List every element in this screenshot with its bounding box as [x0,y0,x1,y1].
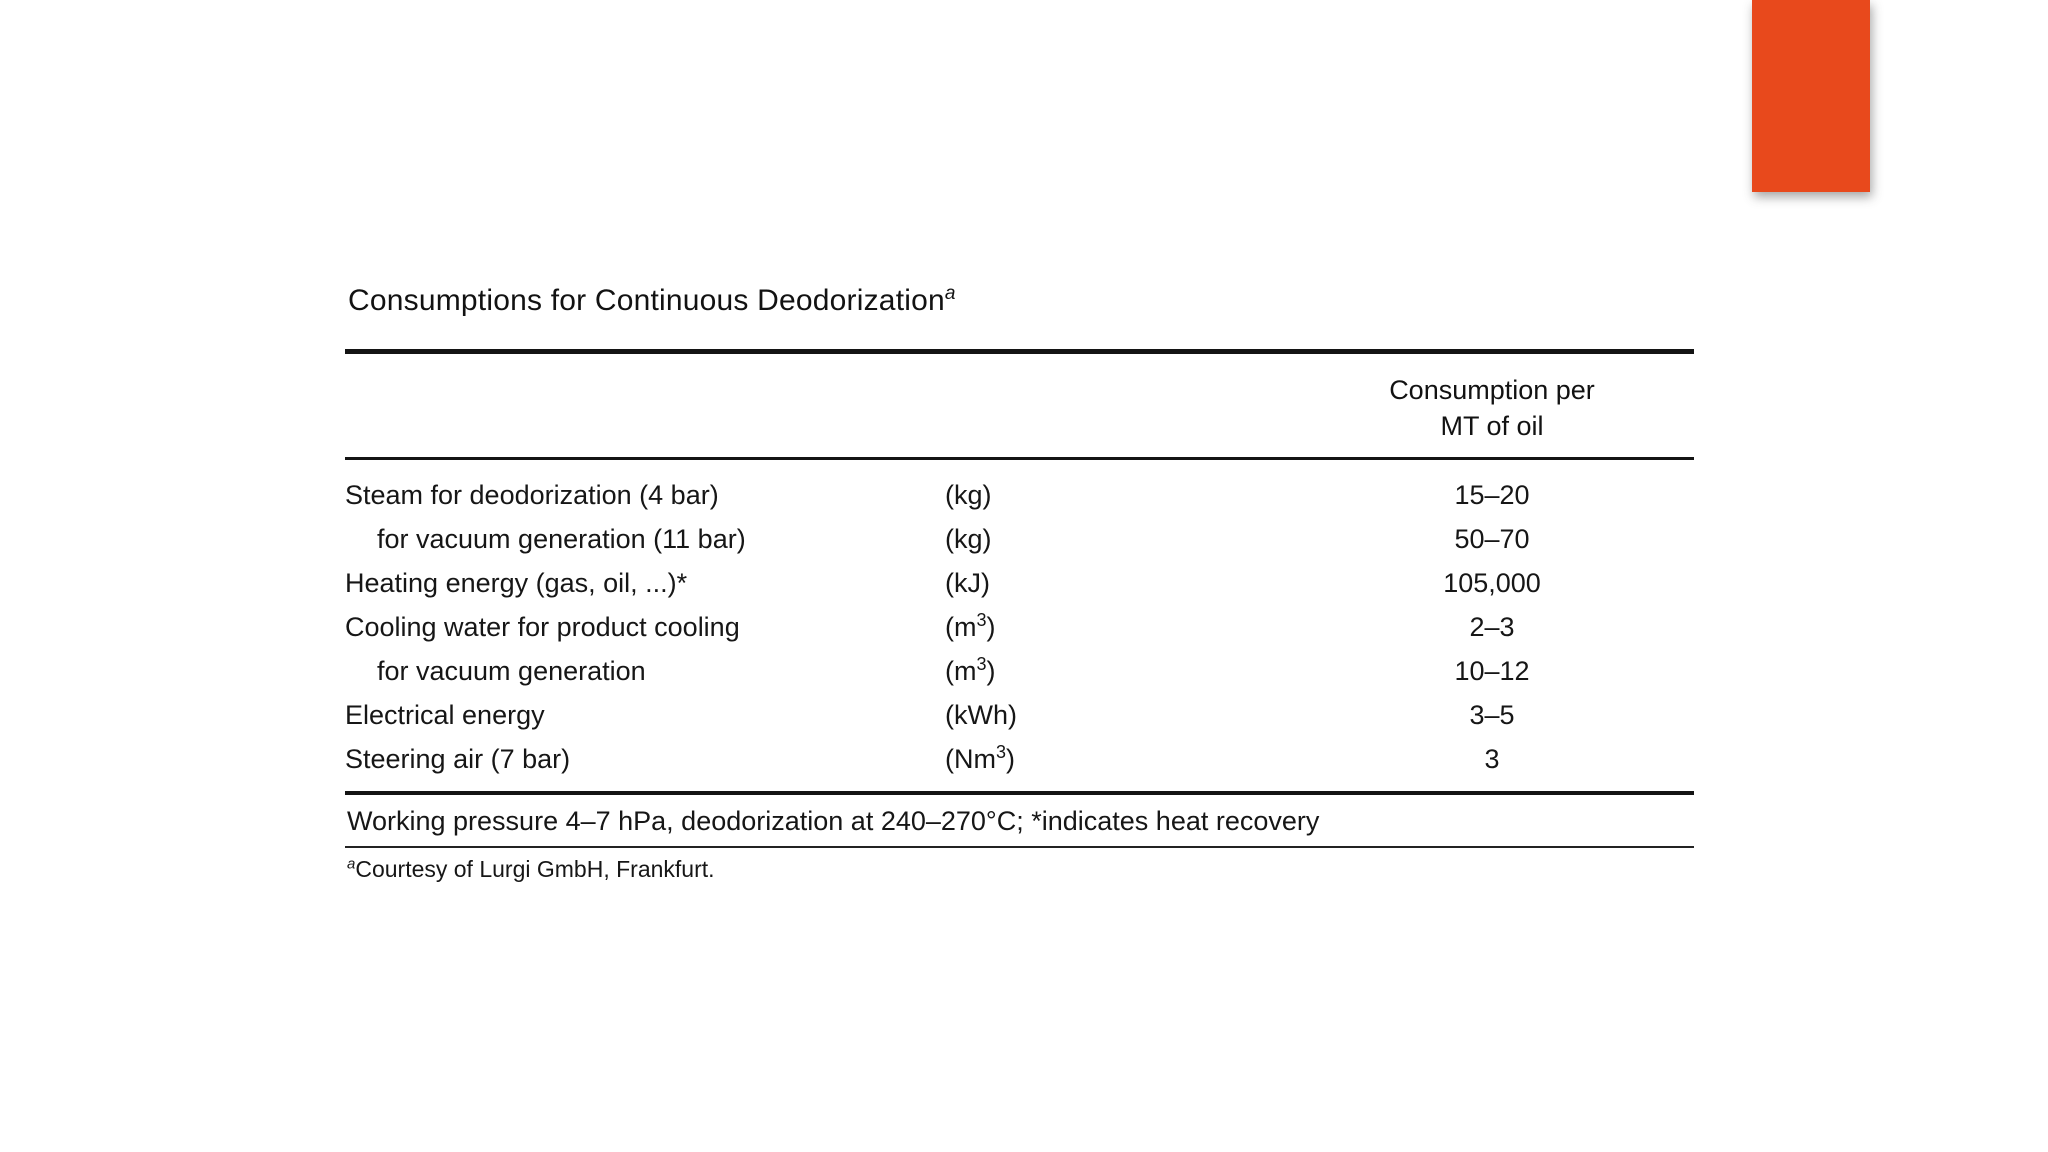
column-header-line1: Consumption per [1389,375,1595,405]
consumption-table: Consumption per MT of oil Steam for deod… [345,349,1694,883]
unit-superscript: 3 [976,653,987,674]
table-header-rule [345,457,1694,460]
table-row-cooling-water: Cooling water for product cooling (m3) 2… [345,605,1694,649]
unit-text: (kJ) [945,567,990,598]
footnote-rule [345,846,1694,848]
footnote-source-text: Courtesy of Lurgi GmbH, Frankfurt. [355,856,715,882]
table-title: Consumptions for Continuous Deodorizatio… [348,284,956,318]
row-unit: (Nm3) [945,741,1290,775]
column-header-line2: MT of oil [1440,411,1544,441]
footnote-conditions: Working pressure 4–7 hPa, deodorization … [347,806,1320,836]
unit-superscript: 3 [976,609,987,630]
footnote-source-superscript: a [347,855,356,873]
table-header-row: Consumption per MT of oil [345,354,1694,457]
table-row-steam-vacuum: for vacuum generation (11 bar) (kg) 50–7… [345,517,1694,561]
row-value: 3–5 [1469,699,1515,730]
unit-text-close: ) [986,655,996,686]
accent-bar [1752,0,1870,192]
row-value: 3 [1484,743,1500,774]
row-item-label: Steering air (7 bar) [345,743,571,774]
row-unit: (kg) [945,480,1290,511]
unit-text: (kWh) [945,699,1017,730]
unit-text: (m [945,611,977,642]
row-value: 2–3 [1469,611,1515,642]
footnote-source: aCourtesy of Lurgi GmbH, Frankfurt. [345,848,1694,883]
table-row-steam-deodorization: Steam for deodorization (4 bar) (kg) 15–… [345,473,1694,517]
row-item-label: for vacuum generation [377,655,646,686]
table-title-superscript: a [944,283,956,304]
row-value: 15–20 [1454,479,1530,510]
table-title-text: Consumptions for Continuous Deodorizatio… [348,284,945,317]
table-row-cooling-vacuum: for vacuum generation (m3) 10–12 [345,649,1694,693]
header-spacer-item [345,372,945,444]
table-body: Steam for deodorization (4 bar) (kg) 15–… [345,460,1694,791]
row-value: 50–70 [1454,523,1530,554]
row-item-label: for vacuum generation (11 bar) [377,523,746,554]
table-top-rule [345,349,1694,354]
row-value: 105,000 [1443,567,1541,598]
header-spacer-unit [945,372,1290,444]
table-bottom-rule [345,791,1694,795]
unit-superscript: 3 [995,741,1006,762]
unit-text-close: ) [1006,743,1015,774]
unit-text: (kg) [945,523,992,554]
table-row-steering-air: Steering air (7 bar) (Nm3) 3 [345,737,1694,781]
row-value: 10–12 [1454,655,1530,686]
row-unit: (m3) [945,653,1290,687]
column-header-consumption: Consumption per MT of oil [1290,372,1694,444]
table-row-electrical-energy: Electrical energy (kWh) 3–5 [345,693,1694,737]
unit-text: (m [945,655,977,686]
unit-text: (Nm [945,743,996,774]
unit-text: (kg) [945,479,992,510]
row-unit: (kg) [945,524,1290,555]
row-item-label: Heating energy (gas, oil, ...)* [345,567,688,598]
unit-text-close: ) [986,611,996,642]
table-row-heating-energy: Heating energy (gas, oil, ...)* (kJ) 105… [345,561,1694,605]
row-unit: (kWh) [945,700,1290,731]
row-item-label: Electrical energy [345,699,545,730]
row-item-label: Cooling water for product cooling [345,611,740,642]
row-unit: (kJ) [945,568,1290,599]
row-item-label: Steam for deodorization (4 bar) [345,479,719,510]
row-unit: (m3) [945,609,1290,643]
